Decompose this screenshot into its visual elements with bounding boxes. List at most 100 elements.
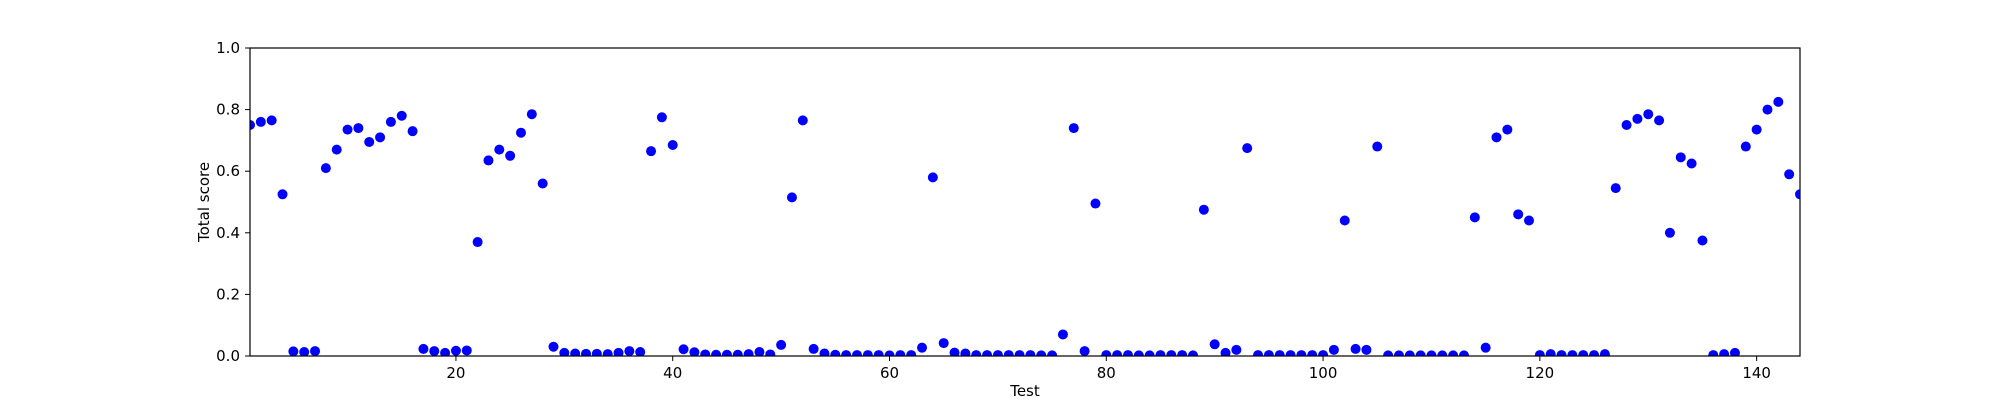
data-point: [1318, 350, 1329, 356]
y-tick-label: 0.8: [216, 101, 240, 119]
data-point: [721, 349, 732, 356]
x-tick-label: 80: [1097, 364, 1116, 382]
data-point: [776, 339, 787, 350]
y-tick-label: 0.2: [216, 285, 240, 303]
data-point: [1556, 350, 1567, 356]
data-point: [1079, 346, 1090, 356]
data-points: [250, 96, 1800, 356]
data-point: [581, 348, 592, 356]
data-point: [1122, 350, 1133, 356]
data-point: [1383, 350, 1394, 356]
data-point: [602, 349, 613, 356]
data-point: [1350, 343, 1361, 354]
data-point: [1545, 349, 1556, 356]
data-point: [1339, 215, 1350, 226]
data-point: [960, 348, 971, 356]
data-point: [1188, 350, 1199, 356]
data-point: [494, 144, 505, 155]
data-point: [450, 345, 461, 356]
data-point: [1621, 120, 1632, 130]
data-point: [526, 109, 537, 120]
data-point: [1589, 350, 1600, 356]
data-point: [1729, 347, 1740, 356]
data-point: [591, 348, 602, 356]
y-tick-label: 1.0: [216, 39, 240, 57]
data-point: [1686, 158, 1697, 169]
data-point: [1567, 350, 1578, 356]
data-point: [1751, 124, 1762, 135]
data-point: [505, 150, 516, 161]
x-tick-label: 40: [663, 364, 682, 382]
data-point: [1784, 169, 1795, 180]
data-point: [548, 341, 559, 352]
data-point: [320, 163, 331, 174]
data-point: [754, 346, 765, 356]
data-point: [353, 123, 364, 134]
data-point: [841, 350, 852, 356]
data-point: [613, 347, 624, 356]
data-point: [310, 346, 321, 356]
data-point: [1285, 350, 1296, 356]
data-point: [1458, 350, 1469, 356]
y-tick-label: 0.6: [216, 162, 240, 180]
data-point: [1578, 350, 1589, 356]
data-point: [862, 350, 873, 356]
data-point: [765, 349, 776, 356]
data-point: [1057, 329, 1068, 340]
data-point: [646, 146, 657, 157]
data-point: [689, 347, 700, 356]
data-point: [1361, 344, 1372, 355]
data-point: [678, 344, 689, 355]
data-point: [250, 120, 255, 130]
data-point: [927, 172, 938, 183]
data-point: [1664, 227, 1675, 238]
data-point: [385, 116, 396, 127]
data-point: [1242, 143, 1253, 154]
data-point: [1047, 350, 1058, 356]
data-point: [1198, 204, 1209, 215]
data-point: [667, 140, 678, 151]
data-point: [537, 178, 548, 189]
data-point: [711, 349, 722, 356]
y-tick-label: 0.4: [216, 224, 240, 242]
data-point: [1014, 350, 1025, 356]
data-point: [418, 343, 429, 354]
data-point: [1697, 235, 1708, 246]
data-point: [1036, 350, 1047, 356]
data-point: [786, 192, 797, 203]
x-tick-label: 100: [1309, 364, 1338, 382]
data-point: [635, 346, 646, 356]
data-point: [1675, 152, 1686, 163]
data-point: [1166, 350, 1177, 356]
data-point: [1502, 124, 1513, 135]
data-point: [917, 342, 928, 353]
data-point: [1393, 350, 1404, 356]
data-point: [743, 349, 754, 356]
data-point: [624, 346, 635, 356]
plot-frame: [249, 47, 1801, 357]
x-axis-ticks: 20 40 60 80 100 120 140: [446, 356, 1771, 382]
data-point: [1719, 349, 1730, 356]
data-point: [1762, 104, 1773, 115]
data-point: [288, 346, 299, 356]
data-point: [277, 189, 288, 200]
data-point: [1773, 96, 1784, 107]
data-point: [1253, 350, 1264, 356]
data-point: [342, 124, 353, 135]
data-point: [1068, 123, 1079, 134]
data-point: [1025, 350, 1036, 356]
data-point: [299, 346, 310, 356]
data-point: [570, 348, 581, 356]
data-point: [1643, 109, 1654, 120]
data-point: [1534, 350, 1545, 356]
data-point: [982, 350, 993, 356]
data-point: [808, 343, 819, 354]
data-point: [1448, 350, 1459, 356]
data-point: [1220, 347, 1231, 356]
data-point: [515, 127, 526, 138]
data-point: [1133, 350, 1144, 356]
data-point: [1415, 350, 1426, 356]
data-point: [440, 347, 451, 356]
data-point: [1632, 113, 1643, 124]
